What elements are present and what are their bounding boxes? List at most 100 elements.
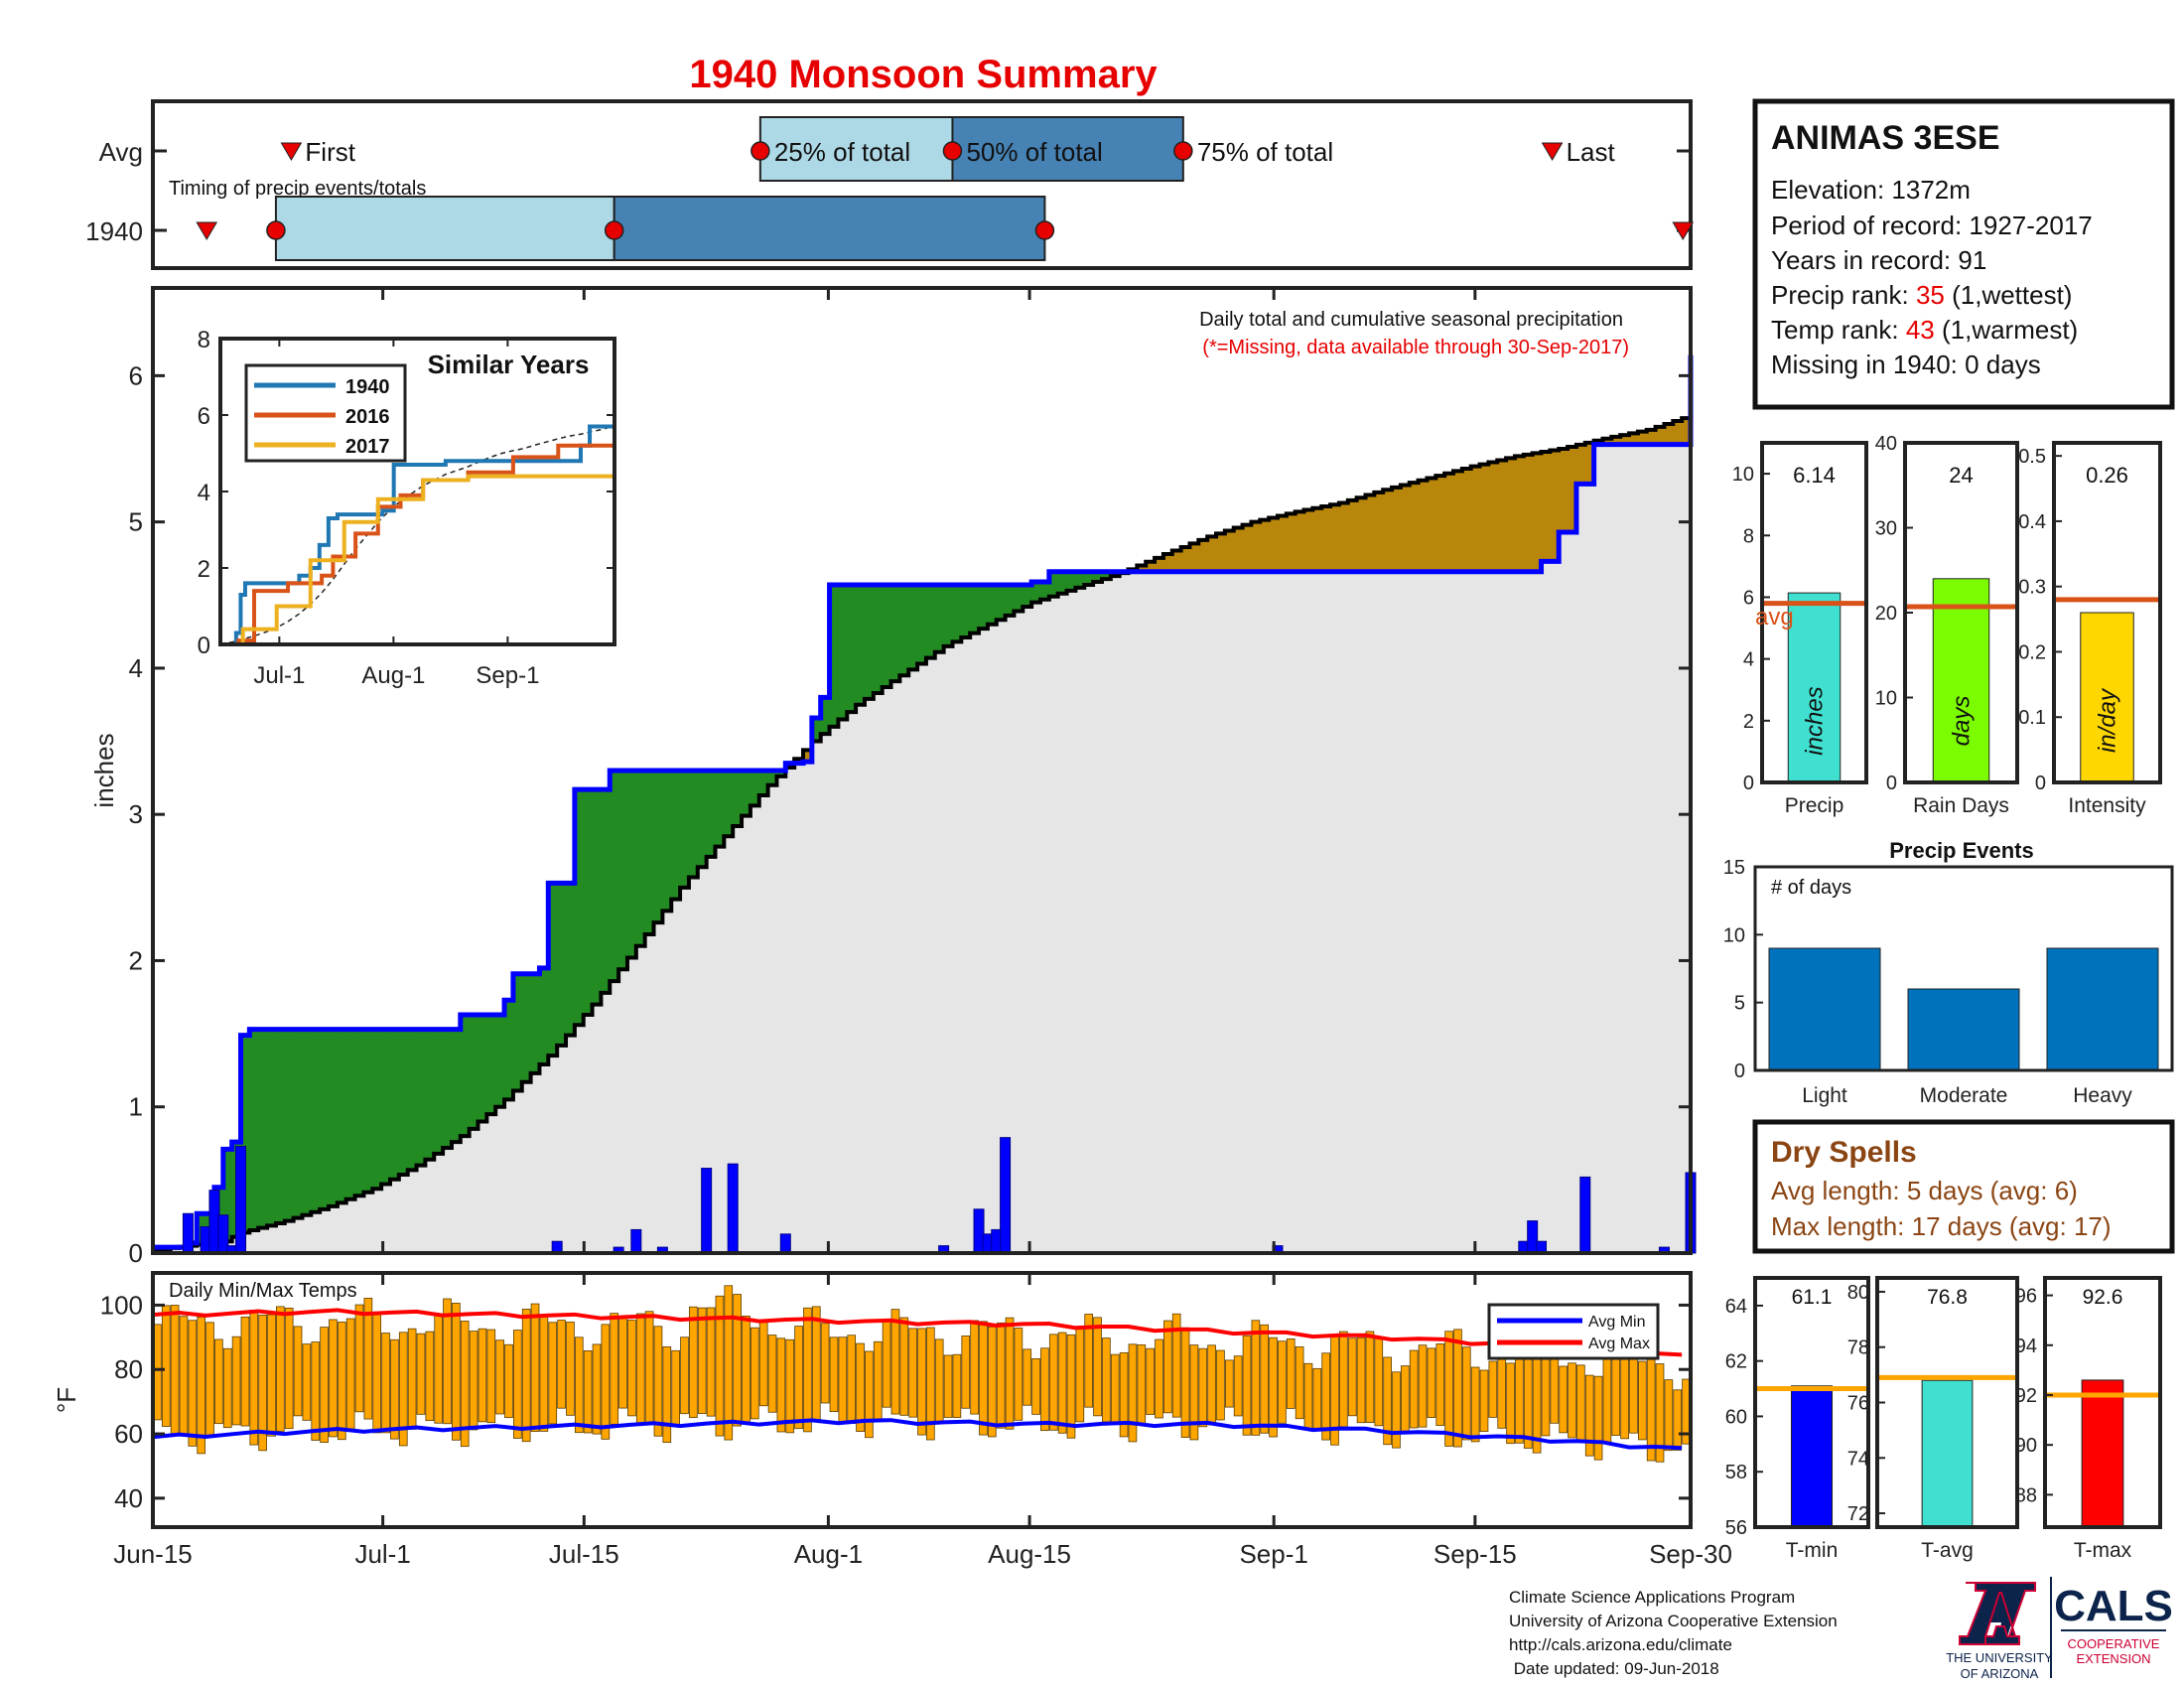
below-average-fill — [1180, 546, 1191, 572]
above-average-fill — [873, 584, 884, 693]
above-average-fill — [363, 1029, 373, 1193]
daily-temp-range-bar — [1180, 1327, 1190, 1438]
below-average-fill — [1523, 454, 1534, 572]
tsum-value: 61.1 — [1792, 1286, 1833, 1309]
main-plot-marks — [153, 354, 1697, 1254]
daily-temp-range-bar — [856, 1342, 865, 1432]
below-average-fill — [1146, 561, 1156, 572]
average-cumulative-line — [153, 416, 1691, 1253]
station-frame — [1752, 98, 2175, 410]
tsum-y-tick-label: 90 — [2015, 1435, 2037, 1457]
daily-temp-range-bar — [662, 1345, 672, 1444]
below-average-fill — [1550, 450, 1560, 562]
daily-temp-range-bar — [592, 1343, 602, 1435]
inset-x-tick-label: Sep-1 — [476, 662, 539, 689]
above-average-fill — [512, 973, 523, 1091]
tsum-panel-frame — [1753, 1276, 1870, 1529]
above-average-fill — [758, 771, 769, 796]
below-average-fill — [1497, 460, 1507, 572]
below-average-fill — [1365, 494, 1375, 572]
temp-legend — [1487, 1303, 1660, 1360]
events-category-label: Light — [1802, 1084, 1847, 1107]
daily-temp-range-bar — [1497, 1357, 1507, 1429]
below-average-fill — [1251, 521, 1261, 572]
inset-title: Similar Years — [428, 350, 590, 379]
events-bars: Light Moderate Heavy 0 5 10 15 — [1723, 857, 2159, 1107]
inset-series-2017 — [220, 474, 614, 646]
year-p50-marker — [604, 220, 624, 240]
below-average-fill — [1444, 473, 1454, 572]
tsum-label: T-avg — [1921, 1539, 1974, 1562]
coop-line-2: EXTENSION — [2076, 1651, 2150, 1666]
daily-temp-range-bar — [908, 1328, 917, 1418]
daily-temp-range-bar — [478, 1328, 487, 1423]
daily-temp-range-bar — [1242, 1335, 1252, 1436]
temp-y-tick-label: 100 — [100, 1290, 143, 1320]
daily-temp-range-bar — [486, 1329, 496, 1424]
dry-spells-box: Dry Spells Avg length: 5 days (avg: 6) M… — [1752, 1119, 2175, 1254]
below-average-fill — [1435, 476, 1445, 572]
daily-temp-range-bar — [917, 1328, 926, 1436]
above-average-fill — [706, 771, 717, 857]
above-average-fill — [961, 584, 971, 637]
daily-temp-range-bar — [240, 1316, 250, 1427]
main-missing-note: (*=Missing, data available through 30-Se… — [1202, 337, 1629, 358]
daily-temp-range-bar — [337, 1322, 346, 1441]
year-first-marker — [196, 221, 218, 240]
footer-line-4: Date updated: 09-Jun-2018 — [1509, 1659, 1719, 1678]
above-average-fill — [697, 771, 708, 868]
main-frame — [151, 286, 1693, 1255]
daily-temp-range-bar — [750, 1327, 759, 1420]
above-average-fill — [925, 584, 936, 658]
daily-temp-range-bar — [1048, 1334, 1058, 1431]
inset-y-tick-label: 6 — [198, 403, 210, 430]
footer: Climate Science Applications Program Uni… — [1509, 1588, 1838, 1678]
daily-temp-range-bar — [372, 1311, 382, 1434]
below-average-fill — [1303, 509, 1313, 572]
daily-temp-range-bar — [1321, 1352, 1330, 1441]
daily-temp-range-bar — [513, 1330, 522, 1439]
above-average-fill — [829, 584, 840, 727]
above-average-fill — [267, 1029, 277, 1226]
above-average-fill — [434, 1029, 444, 1154]
main-y-tick-label: 4 — [129, 653, 143, 683]
below-average-fill — [1488, 462, 1498, 572]
above-average-fill — [451, 1029, 462, 1143]
above-average-fill — [970, 584, 980, 633]
below-average-fill — [1233, 527, 1244, 572]
events-title: Precip Events — [1889, 838, 2034, 863]
daily-temp-range-bar — [1559, 1365, 1568, 1434]
summary-bar-0 — [1787, 592, 1842, 783]
daily-temp-range-bar — [416, 1333, 426, 1415]
below-average-fill — [1330, 504, 1340, 572]
daily-temp-range-bar — [1383, 1356, 1392, 1446]
tsum-label: T-max — [2074, 1539, 2132, 1562]
temp-frame — [151, 1271, 1693, 1529]
tsum-y-tick-label: 62 — [1725, 1351, 1747, 1373]
coop-line-1: COOPERATIVE — [2068, 1636, 2160, 1651]
year-p75-marker — [1034, 220, 1055, 240]
above-average-fill — [680, 771, 690, 888]
ua-block-a-icon — [1959, 1582, 2036, 1645]
daily-temp-range-bar — [1005, 1317, 1015, 1430]
summary-y-tick-label: 0.4 — [2018, 511, 2046, 533]
daily-precip-bar — [779, 1233, 791, 1254]
daily-temp-range-bar — [706, 1307, 716, 1417]
inset-legend-2017: 2017 — [345, 436, 390, 458]
daily-temp-range-bar — [1075, 1326, 1085, 1423]
daily-temp-range-bar — [1278, 1340, 1287, 1424]
below-average-fill — [1400, 485, 1411, 572]
summary-y-tick-label: 20 — [1875, 603, 1897, 625]
above-average-fill — [811, 717, 822, 742]
precip-rank-value: 35 — [1916, 280, 1945, 310]
inset-x-tick-label: Aug-1 — [361, 662, 425, 689]
daily-temp-range-bar — [1137, 1343, 1147, 1425]
summary-label: Precip — [1785, 794, 1844, 817]
below-average-fill — [1427, 478, 1436, 572]
station-info-box: ANIMAS 3ESE Elevation: 1372m Period of r… — [1752, 98, 2175, 410]
daily-temp-range-bar — [188, 1320, 198, 1447]
events-category-label: Moderate — [1920, 1084, 2008, 1107]
ua-line-1: THE UNIVERSITY — [1946, 1650, 2053, 1665]
tsum-value: 92.6 — [2083, 1286, 2123, 1309]
date-x-tick-label: Sep-30 — [1649, 1539, 1732, 1569]
